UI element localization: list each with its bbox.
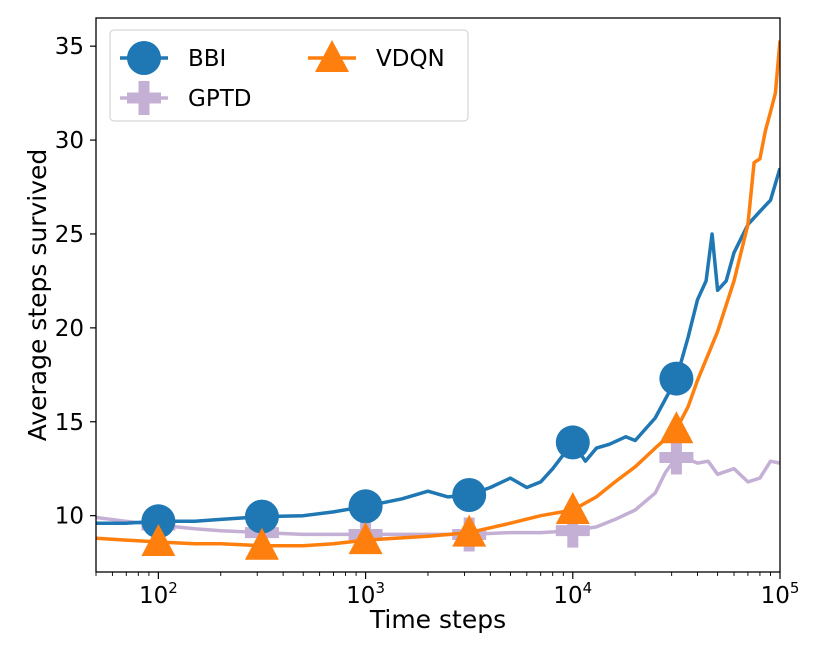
marker-bbi [452, 478, 487, 513]
marker-vdqn [348, 522, 383, 555]
legend-marker-vdqn [315, 40, 349, 72]
marker-bbi [348, 489, 383, 524]
legend-marker-gptd [127, 81, 161, 115]
series-layer [96, 40, 780, 560]
x-axis-label: Time steps [369, 605, 506, 634]
marker-bbi [244, 499, 279, 534]
marker-vdqn [244, 527, 279, 560]
legend-label-bbi: BBI [188, 46, 226, 72]
x-tick-label: 103 [346, 579, 385, 609]
x-tick-label: 105 [761, 579, 800, 609]
marker-bbi [659, 361, 694, 396]
y-axis-label: Average steps survived [23, 149, 52, 442]
marker-bbi [141, 504, 176, 539]
legend-label-gptd: GPTD [188, 86, 251, 112]
marker-vdqn [555, 492, 590, 525]
marker-vdqn [659, 411, 694, 444]
series-vdqn [96, 40, 780, 560]
marker-vdqn [141, 523, 176, 556]
marker-bbi [555, 425, 590, 460]
marker-gptd [659, 440, 694, 475]
y-tick-label: 15 [55, 410, 84, 436]
marker-vdqn [452, 514, 487, 547]
legend-box [109, 29, 469, 122]
y-tick-label: 20 [55, 316, 84, 342]
legend-label-vdqn: VDQN [376, 46, 445, 72]
axes-frame [95, 17, 781, 573]
marker-gptd [555, 513, 590, 548]
y-tick-label: 10 [55, 504, 84, 530]
x-tick-label: 104 [553, 579, 592, 609]
x-tick-label: 102 [139, 579, 178, 609]
y-tick-label: 25 [55, 222, 84, 248]
ticks-layer: 10 15 20 25 30 35 102 103 104 105 [55, 34, 800, 609]
legend: BBI GPTD VDQN [109, 29, 469, 122]
y-tick-label: 30 [55, 128, 84, 154]
y-tick-label: 35 [55, 34, 84, 60]
series-bbi [96, 167, 780, 539]
legend-marker-bbi [127, 41, 161, 75]
